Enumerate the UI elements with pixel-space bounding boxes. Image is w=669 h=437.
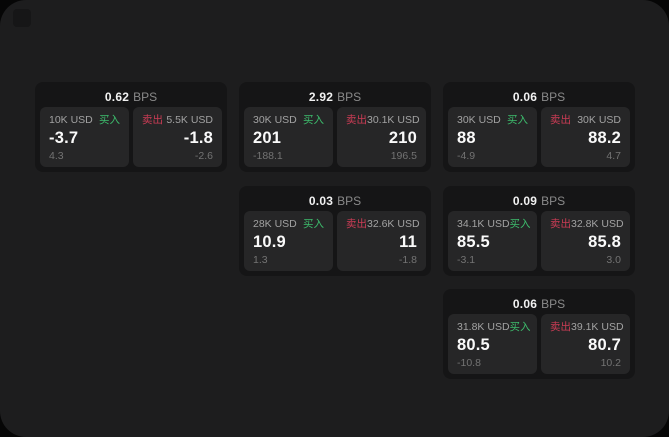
buy-price: -3.7: [49, 129, 79, 147]
bps-unit-label: BPS: [541, 296, 566, 311]
sell-amount: 32.8K USD: [571, 218, 624, 230]
buy-side-label: 买入: [99, 114, 120, 126]
sell-price: 210: [388, 129, 417, 147]
bps-header: 0.06 BPS: [448, 293, 630, 314]
sell-amount: 32.6K USD: [367, 218, 420, 230]
bps-header: 0.09 BPS: [448, 190, 630, 211]
sell-price: -1.8: [183, 129, 213, 147]
sell-panel[interactable]: 卖出 30K USD 88.2 4.7: [541, 107, 630, 167]
sell-side-label: 卖出: [550, 114, 571, 126]
quote-card[interactable]: 0.03 BPS 28K USD 买入 10.9 1.3 卖出 32.6K US…: [239, 186, 431, 276]
sell-panel[interactable]: 卖出 32.8K USD 85.8 3.0: [541, 211, 630, 271]
sell-amount: 30.1K USD: [367, 114, 420, 126]
bps-unit-label: BPS: [337, 193, 362, 208]
sell-side-label: 卖出: [550, 321, 571, 333]
buy-side-label: 买入: [509, 321, 531, 333]
buy-panel[interactable]: 30K USD 买入 88 -4.9: [448, 107, 537, 167]
buy-amount: 34.1K USD: [457, 218, 510, 230]
bps-header: 0.03 BPS: [244, 190, 426, 211]
buy-amount: 30K USD: [457, 114, 501, 126]
quote-card[interactable]: 0.06 BPS 30K USD 买入 88 -4.9 卖出 30K USD 8…: [443, 82, 635, 172]
buy-side-label: 买入: [303, 218, 324, 230]
buy-price: 10.9: [253, 233, 286, 251]
buy-price: 85.5: [457, 233, 490, 251]
sell-price: 88.2: [588, 129, 621, 147]
sell-panel[interactable]: 卖出 39.1K USD 80.7 10.2: [541, 314, 630, 374]
bps-unit-label: BPS: [541, 89, 566, 104]
buy-amount: 28K USD: [253, 218, 297, 230]
bps-value: 0.06: [512, 296, 538, 311]
sell-side-label: 卖出: [346, 218, 367, 230]
sell-price: 11: [399, 233, 417, 251]
quote-card[interactable]: 2.92 BPS 30K USD 买入 201 -188.1 卖出 30.1K …: [239, 82, 431, 172]
bps-header: 0.62 BPS: [40, 86, 222, 107]
bps-value: 0.62: [104, 89, 130, 104]
buy-amount: 30K USD: [253, 114, 297, 126]
bps-unit-label: BPS: [541, 193, 566, 208]
sell-amount: 39.1K USD: [571, 321, 624, 333]
sell-panel[interactable]: 卖出 5.5K USD -1.8 -2.6: [133, 107, 222, 167]
bps-value: 0.06: [512, 89, 538, 104]
sell-price: 85.8: [588, 233, 621, 251]
sell-price: 80.7: [588, 336, 621, 354]
sell-side-label: 卖出: [142, 114, 163, 126]
sell-side-label: 卖出: [346, 114, 367, 126]
sell-amount: 5.5K USD: [166, 114, 213, 126]
buy-amount: 31.8K USD: [457, 321, 510, 333]
buy-panel[interactable]: 30K USD 买入 201 -188.1: [244, 107, 333, 167]
buy-panel[interactable]: 34.1K USD 买入 85.5 -3.1: [448, 211, 537, 271]
buy-delta: -4.9: [457, 150, 476, 162]
buy-delta: 1.3: [253, 254, 268, 266]
buy-panel[interactable]: 31.8K USD 买入 80.5 -10.8: [448, 314, 537, 374]
bps-value: 0.03: [308, 193, 334, 208]
bps-unit-label: BPS: [337, 89, 362, 104]
sell-side-label: 卖出: [550, 218, 571, 230]
buy-delta: -10.8: [457, 357, 481, 369]
sell-panel[interactable]: 卖出 32.6K USD 11 -1.8: [337, 211, 426, 271]
bps-header: 0.06 BPS: [448, 86, 630, 107]
buy-delta: -3.1: [457, 254, 476, 266]
buy-side-label: 买入: [507, 114, 528, 126]
buy-delta: -188.1: [253, 150, 283, 162]
sell-panel[interactable]: 卖出 30.1K USD 210 196.5: [337, 107, 426, 167]
quote-card[interactable]: 0.62 BPS 10K USD 买入 -3.7 4.3 卖出 5.5K USD…: [35, 82, 227, 172]
sell-delta: -1.8: [398, 254, 417, 266]
buy-panel[interactable]: 10K USD 买入 -3.7 4.3: [40, 107, 129, 167]
buy-panel[interactable]: 28K USD 买入 10.9 1.3: [244, 211, 333, 271]
app-icon[interactable]: [13, 9, 31, 27]
buy-side-label: 买入: [303, 114, 324, 126]
quote-card[interactable]: 0.06 BPS 31.8K USD 买入 80.5 -10.8 卖出 39.1…: [443, 289, 635, 379]
sell-delta: 4.7: [606, 150, 621, 162]
buy-price: 201: [253, 129, 282, 147]
sell-amount: 30K USD: [577, 114, 621, 126]
buy-price: 88: [457, 129, 476, 147]
bps-header: 2.92 BPS: [244, 86, 426, 107]
sell-delta: -2.6: [194, 150, 213, 162]
buy-side-label: 买入: [509, 218, 531, 230]
buy-amount: 10K USD: [49, 114, 93, 126]
sell-delta: 196.5: [390, 150, 417, 162]
buy-delta: 4.3: [49, 150, 64, 162]
bps-value: 0.09: [512, 193, 538, 208]
quote-card[interactable]: 0.09 BPS 34.1K USD 买入 85.5 -3.1 卖出 32.8K…: [443, 186, 635, 276]
bps-value: 2.92: [308, 89, 334, 104]
sell-delta: 10.2: [600, 357, 621, 369]
bps-unit-label: BPS: [133, 89, 158, 104]
buy-price: 80.5: [457, 336, 490, 354]
sell-delta: 3.0: [606, 254, 621, 266]
